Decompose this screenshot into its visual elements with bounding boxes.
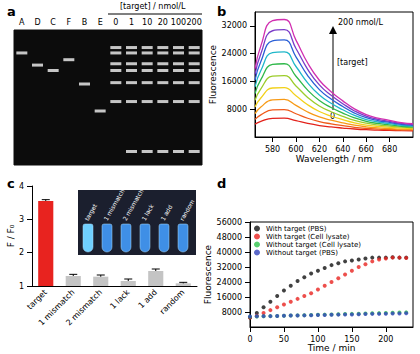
svg-text:Without target (PBS): Without target (PBS) bbox=[266, 249, 338, 257]
svg-text:target: target bbox=[25, 288, 49, 312]
svg-text:50: 50 bbox=[279, 335, 289, 344]
svg-text:1 mismatch: 1 mismatch bbox=[102, 187, 126, 222]
svg-text:1 mismatch: 1 mismatch bbox=[36, 287, 77, 328]
svg-text:660: 660 bbox=[359, 145, 374, 154]
svg-text:600: 600 bbox=[288, 145, 303, 154]
svg-text:200: 200 bbox=[378, 335, 393, 344]
svg-text:200: 200 bbox=[187, 18, 202, 27]
svg-text:24000: 24000 bbox=[217, 278, 242, 287]
svg-text:With target (Cell lysate): With target (Cell lysate) bbox=[266, 233, 350, 241]
svg-text:Fluorescence: Fluorescence bbox=[203, 244, 213, 304]
svg-text:[target] / nmol/L: [target] / nmol/L bbox=[120, 2, 186, 11]
svg-text:32000: 32000 bbox=[222, 21, 247, 30]
svg-text:C: C bbox=[50, 18, 56, 27]
svg-text:8000: 8000 bbox=[222, 308, 242, 317]
svg-text:1 add: 1 add bbox=[137, 288, 159, 310]
svg-text:Fluorescence: Fluorescence bbox=[208, 44, 218, 104]
svg-text:1 add: 1 add bbox=[159, 203, 174, 221]
svg-text:Without target (Cell lysate): Without target (Cell lysate) bbox=[266, 241, 361, 249]
svg-text:[target]: [target] bbox=[337, 58, 368, 67]
svg-text:c: c bbox=[7, 176, 15, 191]
svg-text:100: 100 bbox=[171, 18, 186, 27]
svg-text:random: random bbox=[158, 288, 186, 316]
svg-text:200 nmol/L: 200 nmol/L bbox=[338, 18, 383, 27]
svg-text:24000: 24000 bbox=[222, 49, 247, 58]
svg-text:640: 640 bbox=[335, 145, 350, 154]
svg-text:Wavelength / nm: Wavelength / nm bbox=[296, 154, 373, 164]
svg-text:2 mismatch: 2 mismatch bbox=[64, 288, 104, 328]
svg-text:E: E bbox=[98, 18, 103, 27]
svg-text:32000: 32000 bbox=[217, 263, 242, 272]
svg-text:F / F₀: F / F₀ bbox=[6, 224, 16, 247]
svg-text:A: A bbox=[19, 18, 25, 27]
svg-text:a: a bbox=[7, 4, 16, 19]
svg-text:620: 620 bbox=[312, 145, 327, 154]
svg-text:0: 0 bbox=[247, 335, 252, 344]
svg-text:16000: 16000 bbox=[217, 293, 242, 302]
svg-text:8000: 8000 bbox=[227, 105, 247, 114]
svg-text:4: 4 bbox=[19, 182, 24, 191]
svg-text:1: 1 bbox=[129, 18, 134, 27]
svg-text:2 mismatch: 2 mismatch bbox=[121, 187, 145, 222]
svg-text:16000: 16000 bbox=[222, 77, 247, 86]
svg-text:100: 100 bbox=[310, 335, 325, 344]
svg-text:580: 580 bbox=[265, 145, 280, 154]
svg-text:680: 680 bbox=[382, 145, 397, 154]
svg-text:40000: 40000 bbox=[217, 248, 242, 257]
svg-text:3: 3 bbox=[19, 215, 24, 224]
svg-text:48000: 48000 bbox=[217, 233, 242, 242]
svg-text:random: random bbox=[178, 198, 196, 222]
svg-text:2: 2 bbox=[19, 248, 24, 257]
svg-text:target: target bbox=[83, 202, 99, 222]
svg-text:0: 0 bbox=[113, 18, 118, 27]
svg-text:D: D bbox=[34, 18, 40, 27]
svg-text:10: 10 bbox=[142, 18, 152, 27]
svg-text:F: F bbox=[67, 18, 72, 27]
svg-text:150: 150 bbox=[344, 335, 359, 344]
svg-text:Time / min: Time / min bbox=[307, 343, 356, 353]
svg-text:With target (PBS): With target (PBS) bbox=[266, 225, 327, 233]
svg-text:1: 1 bbox=[19, 282, 24, 291]
svg-text:56000: 56000 bbox=[217, 218, 242, 227]
svg-text:20: 20 bbox=[158, 18, 168, 27]
svg-text:B: B bbox=[82, 18, 88, 27]
svg-text:d: d bbox=[217, 176, 226, 191]
svg-text:1 lack: 1 lack bbox=[140, 202, 155, 221]
svg-text:1 lack: 1 lack bbox=[108, 288, 131, 311]
svg-text:b: b bbox=[217, 4, 226, 19]
